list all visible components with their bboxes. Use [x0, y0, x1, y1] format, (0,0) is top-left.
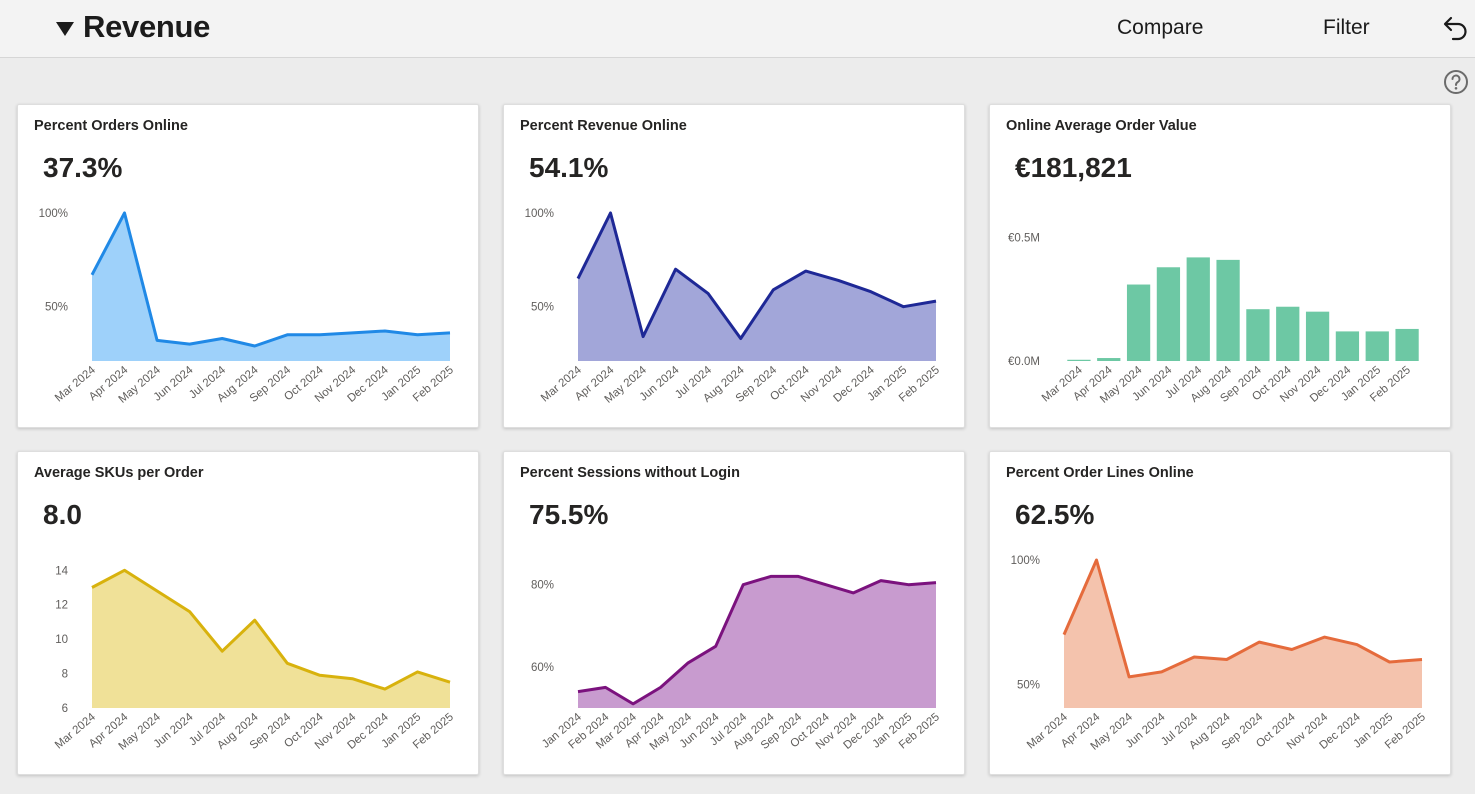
y-tick-label: €0.0M	[1008, 356, 1040, 368]
kpi-card-percent-revenue-online[interactable]: Percent Revenue Online 54.1% 100% 50% Mar …	[503, 104, 965, 428]
y-tick-label: 6	[62, 703, 68, 715]
kpi-card-percent-sessions-without-login[interactable]: Percent Sessions without Login 75.5% 80%…	[503, 451, 965, 775]
kpi-value: 54.1%	[529, 152, 609, 183]
bar	[1156, 267, 1181, 361]
card-title: Percent Orders Online	[34, 118, 188, 134]
kpi-value: 75.5%	[529, 499, 609, 530]
bar	[1216, 259, 1240, 361]
y-tick-label: 100%	[525, 208, 554, 220]
y-tick-label: 12	[55, 600, 68, 612]
series-line	[577, 574, 937, 706]
kpi-value: 37.3%	[43, 152, 123, 183]
filter-button[interactable]: Filter	[1323, 16, 1370, 39]
y-tick-label: 100%	[1011, 555, 1040, 567]
kpi-card-percent-order-lines-online[interactable]: Percent Order Lines Online 62.5% 100% 50%…	[989, 451, 1451, 775]
page-title: Revenue	[83, 9, 211, 44]
area-fill	[92, 213, 450, 361]
bar	[1097, 358, 1121, 361]
bar	[1305, 311, 1330, 361]
undo-icon[interactable]	[1442, 14, 1470, 42]
series-line	[90, 211, 451, 348]
card-title: Average SKUs per Order	[34, 465, 204, 481]
kpi-value: 8.0	[43, 499, 82, 530]
y-tick-label: 50%	[531, 302, 554, 314]
area-fill	[578, 213, 936, 361]
card-title: Percent Order Lines Online	[1006, 465, 1194, 481]
y-tick-label: 10	[55, 634, 68, 646]
compare-button[interactable]: Compare	[1117, 16, 1204, 39]
bar	[1335, 331, 1360, 361]
bar	[1276, 306, 1300, 361]
y-tick-label: 50%	[45, 302, 68, 314]
y-tick-label: 8	[62, 669, 68, 681]
card-title: Percent Sessions without Login	[520, 465, 740, 481]
series-line	[576, 211, 937, 340]
card-title: Percent Revenue Online	[520, 118, 687, 134]
top-bar: Revenue Compare Filter	[0, 0, 1475, 58]
y-tick-label: €0.5M	[1008, 233, 1040, 245]
series-line	[1062, 558, 1423, 679]
kpi-card-online-average-order-value[interactable]: Online Average Order Value €181,821 €0.5…	[989, 104, 1451, 428]
bar	[1126, 284, 1151, 361]
y-tick-label: 14	[55, 565, 68, 577]
section-toggle[interactable]: Revenue	[56, 9, 210, 45]
y-tick-label: 100%	[39, 208, 68, 220]
area-fill	[1064, 560, 1422, 708]
bar	[1246, 309, 1270, 361]
bar	[1395, 328, 1419, 361]
kpi-card-percent-orders-online[interactable]: Percent Orders Online 37.3% 100% 50% Mar 2…	[17, 104, 479, 428]
card-title: Online Average Order Value	[1006, 118, 1197, 134]
y-tick-label: 60%	[531, 662, 554, 674]
area-fill	[92, 570, 450, 708]
y-tick-label: 80%	[531, 580, 554, 592]
bar	[1186, 257, 1210, 361]
collapse-triangle-icon[interactable]	[56, 21, 74, 36]
bar	[1365, 331, 1389, 361]
kpi-card-average-skus-per-order[interactable]: Average SKUs per Order 8.0 14 12 10 8 6 Mar 2…	[17, 451, 479, 775]
help-icon[interactable]	[1443, 69, 1469, 95]
y-tick-label: 50%	[1017, 679, 1040, 691]
area-fill	[578, 576, 936, 708]
kpi-value: €181,821	[1015, 152, 1132, 183]
bar	[1067, 359, 1091, 361]
series-line	[91, 568, 451, 691]
kpi-value: 62.5%	[1015, 499, 1095, 530]
